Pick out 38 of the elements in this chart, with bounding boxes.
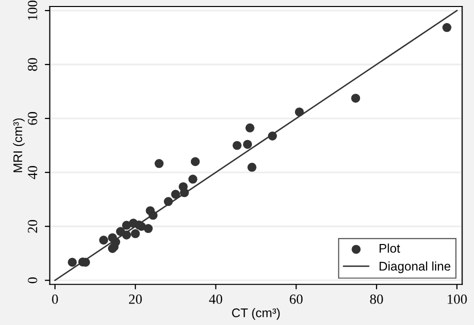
y-tick-label: 20 xyxy=(28,220,38,233)
y-tick-label: 100 xyxy=(28,0,38,20)
point xyxy=(148,210,158,220)
point xyxy=(116,227,126,236)
y-tick-label: 0 xyxy=(28,277,38,284)
point xyxy=(245,123,254,132)
y-tick-label: 60 xyxy=(28,112,38,125)
x-tick-label: 80 xyxy=(370,294,383,304)
x-tick-label: 60 xyxy=(290,294,303,304)
legend-label: Plot xyxy=(380,244,400,253)
point xyxy=(99,236,108,245)
point xyxy=(164,197,173,206)
point xyxy=(243,140,252,149)
point xyxy=(68,258,77,267)
point xyxy=(190,157,200,166)
legend-label: Diagonal line xyxy=(380,261,450,274)
point xyxy=(232,140,242,150)
point xyxy=(130,229,140,238)
point xyxy=(294,107,304,116)
x-axis-title: CT (cm³) xyxy=(232,308,280,320)
y-tick-label: 40 xyxy=(28,166,38,180)
point xyxy=(351,94,360,103)
x-tick-label: 20 xyxy=(129,294,142,304)
point xyxy=(122,220,132,230)
point xyxy=(122,230,132,240)
x-tick-label: 0 xyxy=(52,294,58,304)
y-tick-label: 80 xyxy=(28,58,38,71)
x-tick-label: 100 xyxy=(448,294,467,304)
point xyxy=(442,23,452,32)
point xyxy=(171,190,180,199)
x-tick-label: 40 xyxy=(209,294,222,304)
point xyxy=(188,174,198,184)
point xyxy=(180,188,189,198)
point xyxy=(247,162,256,172)
y-axis-title: MRI (cm³) xyxy=(13,118,25,172)
point xyxy=(154,159,164,168)
point xyxy=(144,224,153,234)
point xyxy=(268,131,277,140)
